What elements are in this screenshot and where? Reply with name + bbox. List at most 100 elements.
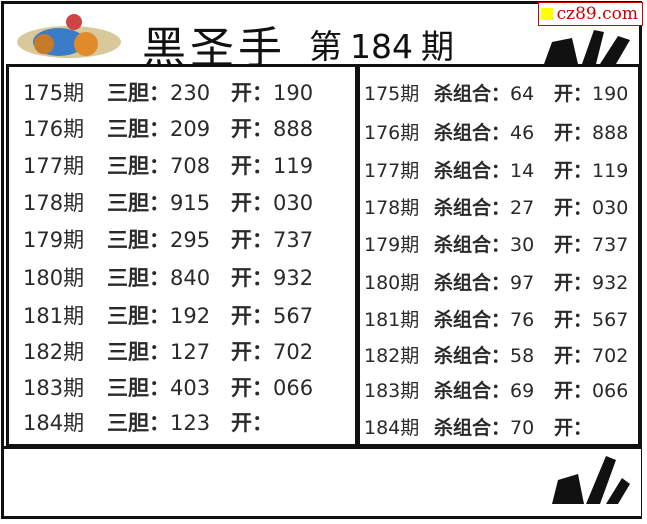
- period: 183期: [364, 380, 420, 402]
- period: 182期: [23, 340, 85, 364]
- period: 178期: [364, 197, 420, 219]
- open-number: 066: [592, 380, 629, 402]
- pick-value: 杀组合：97: [434, 268, 534, 295]
- pick-value: 三胆：915: [107, 187, 210, 217]
- pick-label: 三胆：: [107, 266, 170, 290]
- open-label: 开：: [554, 309, 593, 331]
- pick-label: 杀组合：: [434, 197, 511, 219]
- yellow-square-icon: [540, 8, 553, 20]
- issue-suffix: 期: [421, 27, 454, 66]
- open-result: 开：: [231, 407, 273, 437]
- pick-label: 杀组合：: [434, 272, 511, 294]
- open-result: 开：030: [554, 193, 628, 220]
- open-number: 932: [273, 266, 314, 290]
- period: 184期: [364, 417, 420, 439]
- open-number: 190: [592, 83, 629, 105]
- open-result: 开：190: [231, 77, 313, 107]
- open-label: 开：: [231, 340, 273, 364]
- pick-number: 403: [170, 376, 211, 400]
- cartoon-figure-icon: [17, 14, 121, 58]
- open-result: 开：567: [231, 300, 313, 330]
- pick-value: 杀组合：27: [434, 193, 534, 220]
- open-result: 开：702: [231, 336, 313, 366]
- pick-value: 三胆：123: [107, 407, 210, 437]
- pick-label: 三胆：: [107, 376, 170, 400]
- open-result: 开：737: [554, 230, 628, 257]
- open-label: 开：: [231, 191, 273, 215]
- open-result: 开：: [554, 413, 592, 440]
- open-result: 开：119: [231, 150, 313, 180]
- pick-number: 46: [510, 122, 535, 144]
- pick-number: 708: [170, 154, 211, 178]
- period: 183期: [23, 376, 85, 400]
- pick-label: 杀组合：: [434, 122, 511, 144]
- pick-number: 14: [510, 160, 535, 182]
- open-result: 开：888: [231, 113, 313, 143]
- footer-area: [4, 446, 641, 516]
- pick-number: 70: [510, 417, 535, 439]
- pick-label: 杀组合：: [434, 380, 511, 402]
- open-number: 737: [592, 234, 629, 256]
- open-result: 开：030: [231, 187, 313, 217]
- pick-number: 123: [170, 411, 211, 435]
- open-number: 066: [273, 376, 314, 400]
- pick-value: 三胆：127: [107, 336, 210, 366]
- open-number: 888: [273, 117, 314, 141]
- issue-prefix: 第: [309, 27, 342, 66]
- period: 177期: [364, 160, 420, 182]
- pick-label: 三胆：: [107, 191, 170, 215]
- open-result: 开：567: [554, 305, 628, 332]
- period: 178期: [23, 191, 85, 215]
- open-number: 702: [592, 345, 629, 367]
- pick-value: 三胆：403: [107, 372, 210, 402]
- open-result: 开：737: [231, 224, 313, 254]
- open-result: 开：932: [231, 262, 313, 292]
- ok-hand-icon: [552, 456, 630, 504]
- pick-value: 三胆：192: [107, 300, 210, 330]
- pick-number: 230: [170, 81, 211, 105]
- pick-label: 杀组合：: [434, 234, 511, 256]
- pick-value: 杀组合：30: [434, 230, 534, 257]
- ok-hand-icon: [544, 30, 630, 64]
- open-number: 119: [273, 154, 314, 178]
- open-label: 开：: [231, 154, 273, 178]
- period: 180期: [23, 266, 85, 290]
- pick-value: 杀组合：46: [434, 118, 534, 145]
- pick-number: 209: [170, 117, 211, 141]
- open-result: 开：702: [554, 341, 628, 368]
- pick-value: 三胆：708: [107, 150, 210, 180]
- period: 181期: [364, 309, 420, 331]
- pick-number: 30: [510, 234, 535, 256]
- open-number: 030: [592, 197, 629, 219]
- period: 175期: [364, 83, 420, 105]
- pick-label: 三胆：: [107, 340, 170, 364]
- open-label: 开：: [554, 160, 593, 182]
- open-label: 开：: [554, 83, 593, 105]
- open-label: 开：: [231, 376, 273, 400]
- pick-value: 三胆：840: [107, 262, 210, 292]
- open-result: 开：888: [554, 118, 628, 145]
- open-label: 开：: [554, 197, 593, 219]
- open-result: 开：066: [554, 376, 628, 403]
- pick-value: 三胆：230: [107, 77, 210, 107]
- pick-label: 杀组合：: [434, 345, 511, 367]
- pick-value: 杀组合：58: [434, 341, 534, 368]
- open-label: 开：: [554, 122, 593, 144]
- pick-number: 915: [170, 191, 211, 215]
- pick-label: 杀组合：: [434, 309, 511, 331]
- open-number: 567: [273, 304, 314, 328]
- open-label: 开：: [231, 228, 273, 252]
- pick-label: 三胆：: [107, 411, 170, 435]
- pick-number: 295: [170, 228, 211, 252]
- pick-number: 840: [170, 266, 211, 290]
- open-label: 开：: [231, 81, 273, 105]
- open-number: 888: [592, 122, 629, 144]
- open-result: 开：932: [554, 268, 628, 295]
- open-label: 开：: [231, 304, 273, 328]
- period: 181期: [23, 304, 85, 328]
- period: 179期: [23, 228, 85, 252]
- pick-number: 69: [510, 380, 535, 402]
- open-number: 030: [273, 191, 314, 215]
- pick-value: 三胆：209: [107, 113, 210, 143]
